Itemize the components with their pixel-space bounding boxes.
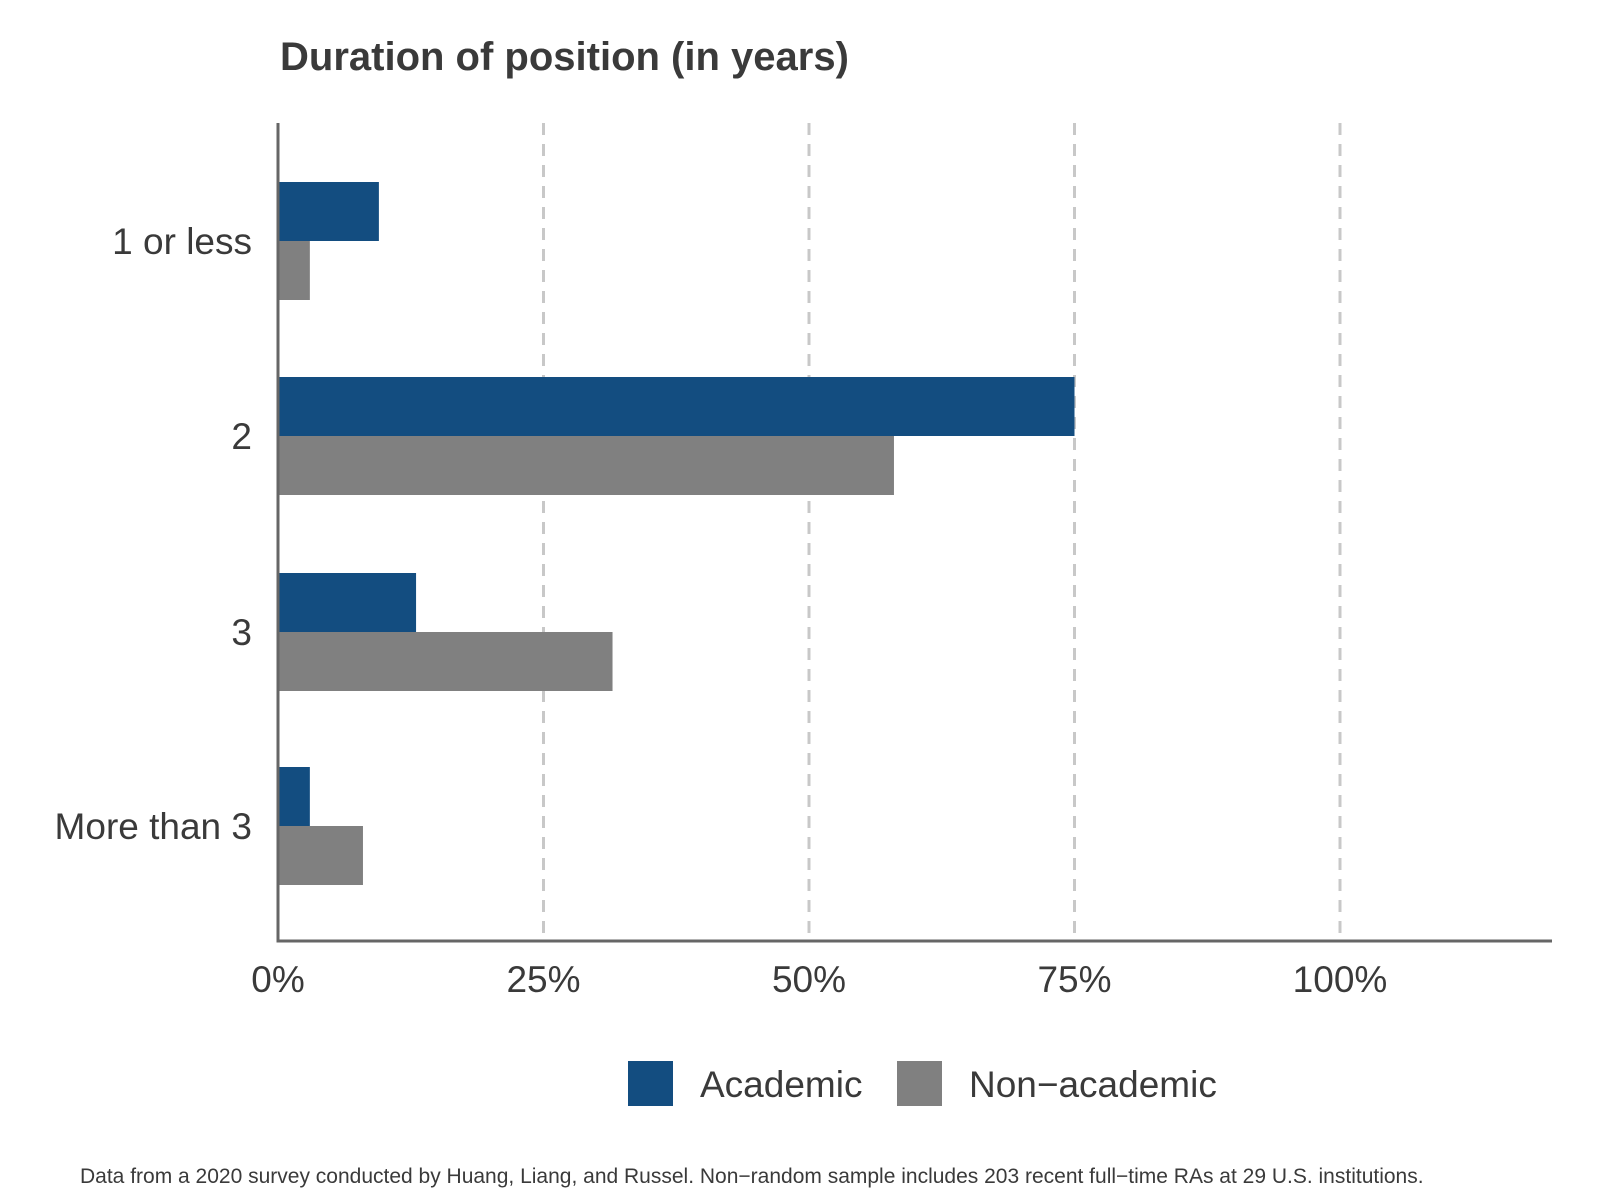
x-tick-labels: 0% 25% 50% 75% 100% bbox=[251, 959, 1387, 1000]
category-label: 3 bbox=[231, 612, 252, 653]
bars bbox=[278, 182, 1075, 885]
bar-non-academic-1 bbox=[278, 436, 894, 495]
bar-academic-3 bbox=[278, 767, 310, 826]
legend: Academic Non−academic bbox=[628, 1061, 1217, 1106]
bar-academic-2 bbox=[278, 573, 417, 632]
x-tick-label: 75% bbox=[1037, 959, 1111, 1000]
bar-non-academic-3 bbox=[278, 826, 363, 885]
x-tick-label: 0% bbox=[251, 959, 304, 1000]
category-label: 1 or less bbox=[112, 221, 252, 262]
bar-academic-1 bbox=[278, 377, 1075, 436]
gridlines bbox=[542, 123, 1342, 941]
category-labels: 1 or less 2 3 More than 3 bbox=[55, 221, 252, 847]
legend-label: Non−academic bbox=[969, 1064, 1217, 1105]
legend-swatch bbox=[628, 1061, 673, 1106]
legend-label: Academic bbox=[700, 1064, 862, 1105]
chart-title: Duration of position (in years) bbox=[280, 35, 849, 79]
bar-non-academic-2 bbox=[278, 632, 613, 691]
axes bbox=[276, 123, 1552, 943]
x-tick-label: 100% bbox=[1293, 959, 1388, 1000]
legend-swatch bbox=[897, 1061, 942, 1106]
category-label: 2 bbox=[231, 416, 252, 457]
x-tick-label: 50% bbox=[772, 959, 846, 1000]
bar-non-academic-0 bbox=[278, 241, 310, 300]
category-label: More than 3 bbox=[55, 806, 252, 847]
bar-academic-0 bbox=[278, 182, 379, 241]
x-tick-label: 25% bbox=[506, 959, 580, 1000]
chart-caption: Data from a 2020 survey conducted by Hua… bbox=[80, 1165, 1424, 1188]
